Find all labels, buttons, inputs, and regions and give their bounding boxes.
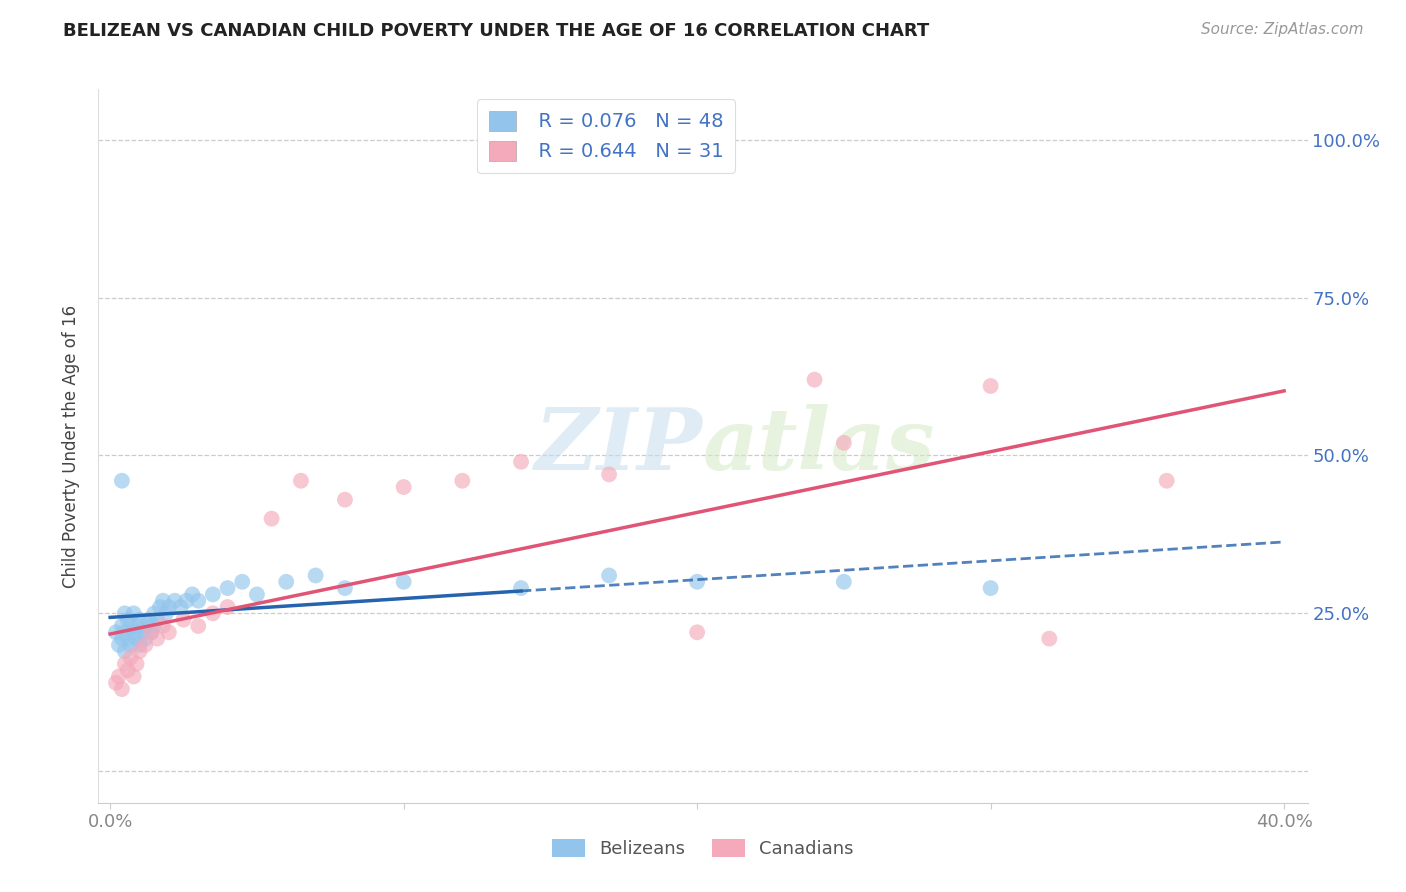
Point: [832, 435, 855, 450]
Point: [187, 619, 209, 633]
Point: [333, 492, 356, 507]
Point: [155, 607, 177, 621]
Point: [392, 574, 415, 589]
Point: [451, 474, 474, 488]
Point: [333, 581, 356, 595]
Point: [510, 581, 533, 595]
Point: [510, 455, 533, 469]
Point: [187, 593, 209, 607]
Point: [146, 632, 169, 646]
Point: [146, 613, 169, 627]
Point: [832, 574, 855, 589]
Point: [114, 625, 136, 640]
Point: [128, 638, 150, 652]
Point: [125, 619, 148, 633]
Point: [143, 607, 166, 621]
Point: [122, 669, 145, 683]
Point: [120, 638, 142, 652]
Point: [114, 644, 136, 658]
Text: Source: ZipAtlas.com: Source: ZipAtlas.com: [1201, 22, 1364, 37]
Point: [201, 587, 224, 601]
Point: [108, 669, 131, 683]
Point: [157, 600, 180, 615]
Point: [105, 675, 128, 690]
Point: [217, 581, 239, 595]
Point: [117, 663, 139, 677]
Point: [260, 511, 283, 525]
Point: [125, 632, 148, 646]
Point: [157, 625, 180, 640]
Point: [149, 600, 172, 615]
Point: [114, 657, 136, 671]
Point: [392, 480, 415, 494]
Point: [598, 568, 620, 582]
Point: [131, 625, 153, 640]
Point: [117, 632, 139, 646]
Text: atlas: atlas: [703, 404, 935, 488]
Point: [128, 613, 150, 627]
Point: [141, 625, 163, 640]
Point: [122, 607, 145, 621]
Point: [173, 613, 195, 627]
Point: [980, 581, 1002, 595]
Point: [686, 574, 709, 589]
Point: [134, 638, 156, 652]
Point: [217, 600, 239, 615]
Text: ZIP: ZIP: [536, 404, 703, 488]
Point: [141, 625, 163, 640]
Point: [201, 607, 224, 621]
Point: [686, 625, 709, 640]
Point: [111, 474, 134, 488]
Point: [1038, 632, 1060, 646]
Point: [1156, 474, 1178, 488]
Point: [136, 613, 159, 627]
Point: [152, 593, 174, 607]
Point: [128, 644, 150, 658]
Point: [111, 619, 134, 633]
Point: [231, 574, 253, 589]
Point: [114, 607, 136, 621]
Point: [176, 593, 198, 607]
Point: [598, 467, 620, 482]
Point: [980, 379, 1002, 393]
Point: [134, 619, 156, 633]
Point: [117, 613, 139, 627]
Point: [111, 682, 134, 697]
Point: [152, 619, 174, 633]
Point: [134, 632, 156, 646]
Point: [803, 373, 825, 387]
Point: [181, 587, 204, 601]
Text: BELIZEAN VS CANADIAN CHILD POVERTY UNDER THE AGE OF 16 CORRELATION CHART: BELIZEAN VS CANADIAN CHILD POVERTY UNDER…: [63, 22, 929, 40]
Point: [169, 600, 191, 615]
Point: [105, 625, 128, 640]
Point: [246, 587, 269, 601]
Point: [163, 593, 186, 607]
Point: [111, 632, 134, 646]
Point: [290, 474, 312, 488]
Point: [304, 568, 326, 582]
Point: [122, 625, 145, 640]
Point: [120, 650, 142, 665]
Point: [125, 657, 148, 671]
Point: [108, 638, 131, 652]
Legend: Belizeans, Canadians: Belizeans, Canadians: [546, 831, 860, 865]
Point: [276, 574, 298, 589]
Point: [143, 619, 166, 633]
Y-axis label: Child Poverty Under the Age of 16: Child Poverty Under the Age of 16: [62, 304, 80, 588]
Point: [120, 619, 142, 633]
